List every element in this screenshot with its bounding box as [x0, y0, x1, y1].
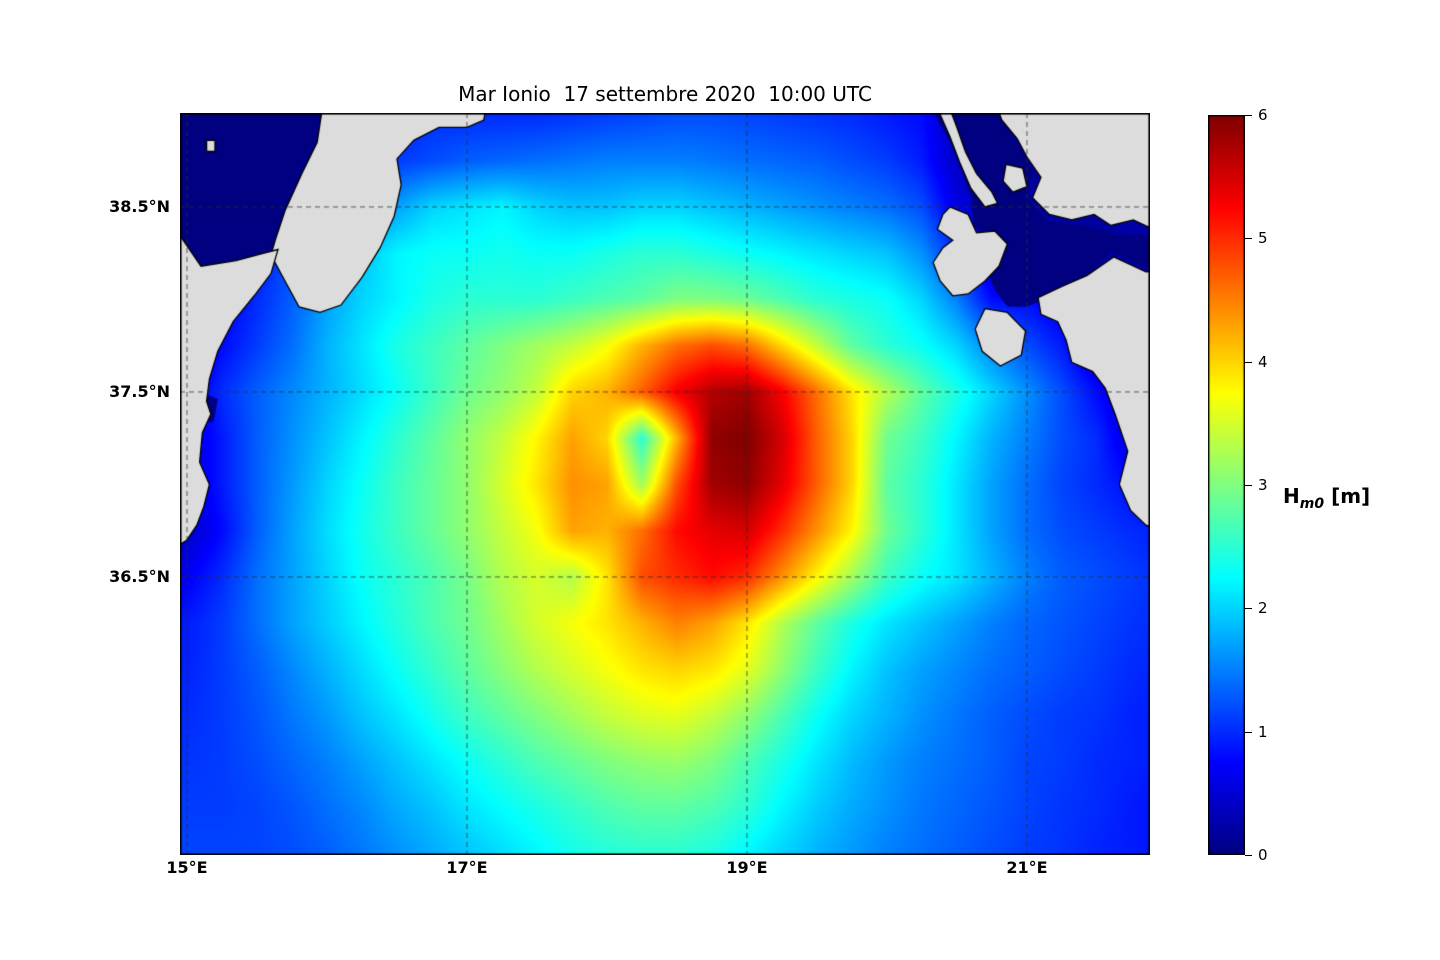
colorbar-label-units: [m] [1331, 484, 1371, 508]
colorbar-tick-label: 6 [1258, 106, 1268, 124]
colorbar-tick-label: 3 [1258, 476, 1268, 494]
colorbar-tick-mark [1245, 361, 1252, 363]
colorbar-label: Hm0 [m] [1283, 484, 1370, 512]
colorbar-label-subscript: m0 [1299, 496, 1325, 512]
colorbar-tick-mark [1245, 115, 1252, 116]
wave-height-map [180, 113, 1150, 855]
y-tick-label: 38.5°N [109, 196, 170, 216]
colorbar-tick-label: 0 [1258, 846, 1268, 864]
y-tick-label: 36.5°N [109, 566, 170, 586]
x-tick-label: 15°E [166, 858, 208, 877]
colorbar-tick-label: 4 [1258, 352, 1268, 371]
colorbar [1208, 115, 1245, 855]
colorbar-tick-mark [1245, 731, 1252, 733]
colorbar-tick-mark [1245, 608, 1252, 610]
x-tick-label: 17°E [446, 858, 488, 877]
chart-title: Mar Ionio 17 settembre 2020 10:00 UTC [458, 82, 872, 106]
x-tick-label: 21°E [1006, 858, 1048, 877]
colorbar-label-prefix: H [1283, 484, 1300, 508]
colorbar-tick-mark [1245, 485, 1252, 486]
colorbar-tick-label: 1 [1258, 722, 1268, 741]
x-tick-label: 19°E [726, 858, 768, 877]
colorbar-tick-mark [1245, 238, 1252, 240]
colorbar-tick-mark [1245, 855, 1252, 856]
colorbar-tick-label: 5 [1258, 229, 1268, 248]
colorbar-tick-label: 2 [1258, 599, 1268, 618]
y-tick-label: 37.5°N [109, 381, 170, 401]
